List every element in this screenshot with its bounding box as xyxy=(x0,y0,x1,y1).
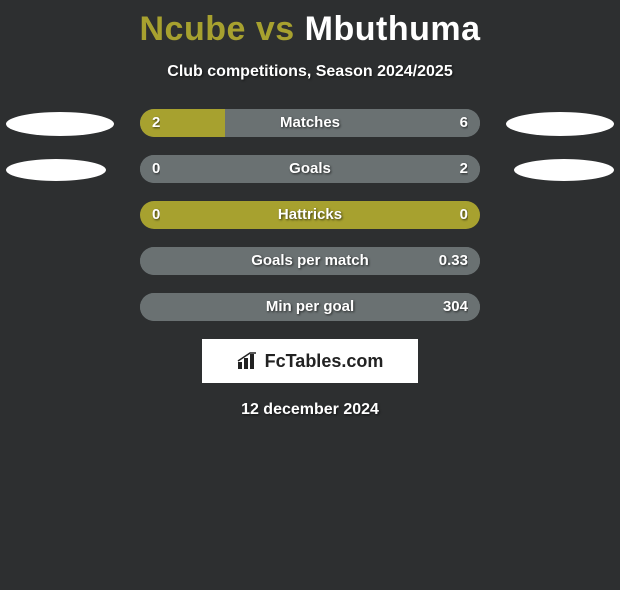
stat-row: Matches2 6 xyxy=(0,109,620,139)
left-player-badge xyxy=(6,159,106,181)
subtitle: Club competitions, Season 2024/2025 xyxy=(0,63,620,81)
stat-bar: Min per goal304 xyxy=(140,293,480,321)
stat-value-a: 0 xyxy=(152,155,160,183)
stat-value-b: 0.33 xyxy=(439,247,468,275)
stat-label: Goals xyxy=(140,155,480,183)
fctables-logo: FcTables.com xyxy=(202,339,418,383)
stat-value-b: 304 xyxy=(443,293,468,321)
stat-value-b: 2 xyxy=(460,155,468,183)
stat-row: Goals per match0.33 xyxy=(0,247,620,277)
player-b-name: Mbuthuma xyxy=(305,10,481,48)
right-player-badge xyxy=(506,112,614,136)
stat-value-b: 0 xyxy=(460,201,468,229)
stat-bar: Goals per match0.33 xyxy=(140,247,480,275)
stat-label: Min per goal xyxy=(140,293,480,321)
logo-text: FcTables.com xyxy=(265,351,384,372)
stat-value-b: 6 xyxy=(460,109,468,137)
vs-text: vs xyxy=(256,10,295,48)
stat-row: Hattricks0 0 xyxy=(0,201,620,231)
right-player-badge xyxy=(514,159,614,181)
stat-label: Goals per match xyxy=(140,247,480,275)
stat-row: Min per goal304 xyxy=(0,293,620,323)
stat-value-a: 0 xyxy=(152,201,160,229)
comparison-title: Ncube vs Mbuthuma xyxy=(0,10,620,49)
stat-row: Goals0 2 xyxy=(0,155,620,185)
stats-area: Matches26Goals02Hattricks00Goals per mat… xyxy=(0,109,620,323)
left-player-badge xyxy=(6,112,114,136)
player-a-name: Ncube xyxy=(139,10,245,48)
stat-bar: Matches2 6 xyxy=(140,109,480,137)
stat-label: Matches xyxy=(140,109,480,137)
stat-value-a: 2 xyxy=(152,109,160,137)
bar-chart-icon xyxy=(237,352,259,370)
stat-bar: Hattricks0 0 xyxy=(140,201,480,229)
stat-bar: Goals0 2 xyxy=(140,155,480,183)
date-text: 12 december 2024 xyxy=(0,401,620,419)
stat-label: Hattricks xyxy=(140,201,480,229)
